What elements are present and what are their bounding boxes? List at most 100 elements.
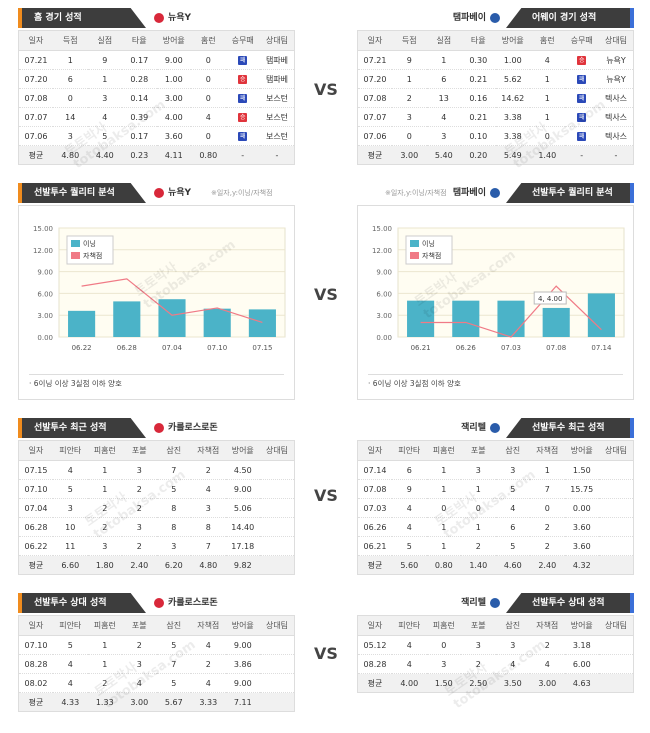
data-row: 07.08 2 13 0.16 14.62 1 패 텍사스 xyxy=(357,88,634,108)
column-header: 상대팀 xyxy=(599,440,634,461)
cell: 4 xyxy=(191,673,226,693)
cell: 07.20 xyxy=(357,69,392,89)
data-row: 08.28 4 3 2 4 4 6.00 xyxy=(357,654,634,674)
cell: 9 xyxy=(392,479,427,499)
column-header: 상대팀 xyxy=(599,615,634,636)
data-row: 07.21 1 9 0.17 9.00 0 패 탬파베 xyxy=(18,50,295,70)
cell: 07.10 xyxy=(18,479,53,499)
cell: 4 xyxy=(87,107,122,127)
cell: 0.80 xyxy=(191,145,226,165)
team-name: 탬파베이 xyxy=(452,188,486,198)
header-tab: 선발투수 최근 성적 xyxy=(18,418,146,438)
team-logo xyxy=(154,188,164,198)
x-tick-label: 06.21 xyxy=(411,344,431,352)
x-tick-label: 07.14 xyxy=(591,344,612,352)
data-row: 08.02 4 2 4 5 4 9.00 xyxy=(18,673,295,693)
cell: 3 xyxy=(392,107,427,127)
cell xyxy=(260,479,295,499)
cell: 1.00 xyxy=(495,50,530,70)
cell: - xyxy=(599,145,634,165)
cell: 5 xyxy=(53,635,88,655)
cell: 4 xyxy=(392,654,427,674)
average-row: 평균 5.60 0.80 1.40 4.60 2.40 4.32 xyxy=(357,555,634,575)
cell: 2 xyxy=(122,479,157,499)
team-name: 잭리텔 xyxy=(461,598,486,608)
column-header: 삼진 xyxy=(156,440,191,461)
team-label: 잭리텔 xyxy=(461,593,500,613)
cell: 9.00 xyxy=(156,50,191,70)
column-header: 승무패 xyxy=(564,30,599,51)
cell: 1 xyxy=(426,460,461,480)
cell: 패 xyxy=(225,50,260,70)
cell: 4.80 xyxy=(53,145,88,165)
legend-swatch xyxy=(71,240,80,247)
result-icon: 패 xyxy=(238,132,248,141)
cell: 3.60 xyxy=(564,536,599,556)
cell: 4.11 xyxy=(156,145,191,165)
cell: 2 xyxy=(87,498,122,518)
chart: 0.00 3.00 6.00 9.00 12.00 15.00 06.22 06.28 07.0… xyxy=(33,225,286,352)
cell xyxy=(260,692,295,712)
result-icon: 승 xyxy=(577,56,587,65)
cell: 7 xyxy=(191,536,226,556)
y-tick-label: 0.00 xyxy=(37,334,53,342)
result-icon: 승 xyxy=(238,113,248,122)
cell: 2 xyxy=(87,673,122,693)
cell: 2 xyxy=(191,654,226,674)
cell: 8 xyxy=(156,498,191,518)
team-label: 뉴욕Y xyxy=(154,8,191,28)
cell: 3 xyxy=(122,654,157,674)
cell: 2.50 xyxy=(461,673,496,693)
vs-label: VS xyxy=(314,285,338,304)
cell: 1.80 xyxy=(87,555,122,575)
cell: 탬파베 xyxy=(260,50,295,70)
data-row: 07.04 3 2 2 8 3 5.06 xyxy=(18,498,295,518)
column-header: 일자 xyxy=(18,30,53,51)
cell xyxy=(260,635,295,655)
vs-label: VS xyxy=(314,644,338,663)
cell: 5 xyxy=(392,536,427,556)
column-header: 상대팀 xyxy=(260,615,295,636)
cell: 평균 xyxy=(357,673,392,693)
cell: 1 xyxy=(426,50,461,70)
bar xyxy=(587,293,615,337)
cell: 6.60 xyxy=(53,555,88,575)
cell: 3 xyxy=(87,88,122,108)
cell: 3.60 xyxy=(156,126,191,146)
chart-box: 0.00 3.00 6.00 9.00 12.00 15.00 06.21 06.26 07.0… xyxy=(357,205,634,400)
header-row: 일자 피안타 피홈런 포볼 삼진 자책점 방어율 상대팀 xyxy=(18,440,295,461)
cell: 3 xyxy=(461,460,496,480)
cell: - xyxy=(225,145,260,165)
cell: 14 xyxy=(53,107,88,127)
cell: 승 xyxy=(564,50,599,70)
cell: 07.08 xyxy=(357,479,392,499)
cell: 4.60 xyxy=(495,555,530,575)
column-header: 피홈런 xyxy=(426,615,461,636)
cell: 4 xyxy=(392,498,427,518)
cell: 패 xyxy=(564,88,599,108)
cell: 07.14 xyxy=(357,460,392,480)
cell: 보스턴 xyxy=(260,126,295,146)
cell: 0.16 xyxy=(461,88,496,108)
cell: 패 xyxy=(225,88,260,108)
cell: 5.67 xyxy=(156,692,191,712)
x-tick-label: 06.26 xyxy=(456,344,477,352)
cell: 5 xyxy=(156,673,191,693)
cell: 08.28 xyxy=(357,654,392,674)
cell: 4.32 xyxy=(564,555,599,575)
x-tick-label: 06.28 xyxy=(117,344,137,352)
cell: 0 xyxy=(191,69,226,89)
cell: 뉴욕Y xyxy=(599,69,634,89)
cell: 2 xyxy=(191,460,226,480)
bar xyxy=(68,310,96,337)
cell: 1 xyxy=(87,69,122,89)
cell: 평균 xyxy=(18,692,53,712)
cell: 07.21 xyxy=(18,50,53,70)
cell: 07.03 xyxy=(357,498,392,518)
column-header: 일자 xyxy=(18,440,53,461)
legend-label: 자책점 xyxy=(83,251,102,260)
cell: 3 xyxy=(461,635,496,655)
cell: 1 xyxy=(392,69,427,89)
data-row: 07.08 0 3 0.14 3.00 0 패 보스턴 xyxy=(18,88,295,108)
axis-note: ※일자,y:이닝/자책점 xyxy=(385,189,447,197)
